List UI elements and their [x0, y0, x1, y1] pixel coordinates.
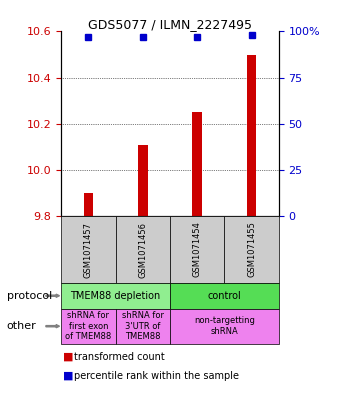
Text: control: control — [207, 291, 241, 301]
Text: GSM1071455: GSM1071455 — [247, 222, 256, 277]
Text: non-targetting
shRNA: non-targetting shRNA — [194, 316, 255, 336]
Text: GSM1071457: GSM1071457 — [84, 222, 93, 277]
Bar — [247, 55, 256, 216]
Text: percentile rank within the sample: percentile rank within the sample — [74, 371, 239, 380]
Text: ■: ■ — [63, 352, 73, 362]
Bar — [138, 145, 148, 216]
Bar — [192, 112, 202, 216]
Text: shRNA for
3'UTR of
TMEM88: shRNA for 3'UTR of TMEM88 — [122, 311, 164, 341]
Text: ■: ■ — [63, 371, 73, 380]
Text: transformed count: transformed count — [74, 352, 165, 362]
Text: shRNA for
first exon
of TMEM88: shRNA for first exon of TMEM88 — [65, 311, 112, 341]
Text: GSM1071456: GSM1071456 — [138, 222, 147, 277]
Bar — [84, 193, 93, 216]
Text: GSM1071454: GSM1071454 — [193, 222, 202, 277]
Text: GDS5077 / ILMN_2227495: GDS5077 / ILMN_2227495 — [88, 18, 252, 31]
Text: TMEM88 depletion: TMEM88 depletion — [70, 291, 161, 301]
Text: other: other — [7, 321, 36, 331]
Text: protocol: protocol — [7, 291, 52, 301]
